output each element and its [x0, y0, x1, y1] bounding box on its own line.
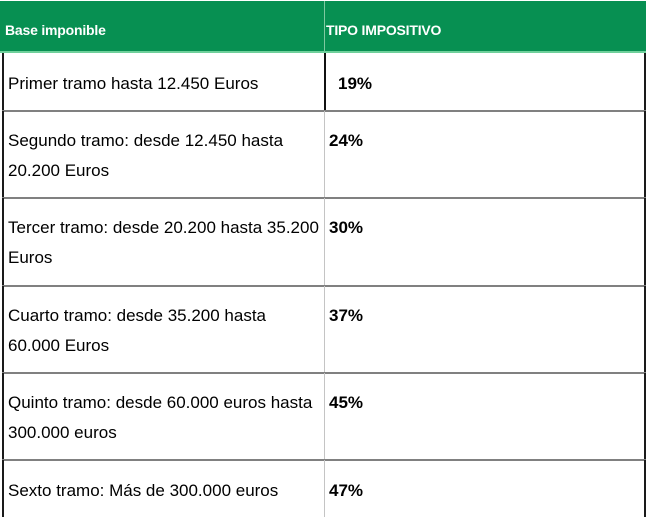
bracket-label: Quinto tramo: desde 60.000 euros hasta 3… — [8, 393, 313, 442]
bracket-rate: 30% — [329, 218, 364, 237]
bracket-label: Primer tramo hasta 12.450 Euros — [8, 74, 259, 93]
column-divider — [324, 373, 325, 460]
row-border — [2, 111, 4, 198]
bracket-label: Tercer tramo: desde 20.200 hasta 35.200 … — [8, 218, 319, 267]
column-divider — [324, 111, 325, 198]
row-border — [644, 53, 646, 111]
table-row: Segundo tramo: desde 12.450 hasta 20.200… — [0, 111, 646, 199]
row-border — [644, 111, 646, 198]
table-row: Quinto tramo: desde 60.000 euros hasta 3… — [0, 373, 646, 461]
bracket-label: Cuarto tramo: desde 35.200 hasta 60.000 … — [8, 306, 266, 355]
column-divider — [324, 286, 325, 373]
header-tipo-impositivo: TIPO IMPOSITIVO — [326, 22, 442, 38]
bracket-label: Segundo tramo: desde 12.450 hasta 20.200… — [8, 131, 284, 180]
column-divider — [324, 460, 325, 517]
header-divider — [324, 1, 325, 51]
bracket-rate: 47% — [329, 481, 364, 500]
table-row: Sexto tramo: Más de 300.000 euros 47% — [0, 460, 646, 517]
bracket-label: Sexto tramo: Más de 300.000 euros — [8, 481, 279, 500]
row-border — [2, 198, 4, 286]
row-border — [2, 373, 4, 460]
row-border — [644, 198, 646, 286]
table-row: Primer tramo hasta 12.450 Euros 19% — [0, 53, 646, 112]
row-border — [2, 53, 4, 111]
row-border — [644, 460, 646, 517]
bracket-rate: 37% — [329, 306, 364, 325]
row-border — [2, 286, 4, 373]
column-divider — [324, 53, 326, 111]
header-base-imponible: Base imponible — [5, 22, 106, 38]
column-divider — [324, 198, 325, 286]
row-border — [2, 460, 4, 517]
bracket-rate: 24% — [329, 131, 364, 150]
row-border — [644, 373, 646, 460]
table-header: Base imponible TIPO IMPOSITIVO — [0, 1, 646, 53]
bracket-rate: 19% — [338, 74, 373, 93]
bracket-rate: 45% — [329, 393, 364, 412]
table-row: Cuarto tramo: desde 35.200 hasta 60.000 … — [0, 286, 646, 374]
row-border — [644, 286, 646, 373]
table-row: Tercer tramo: desde 20.200 hasta 35.200 … — [0, 198, 646, 287]
